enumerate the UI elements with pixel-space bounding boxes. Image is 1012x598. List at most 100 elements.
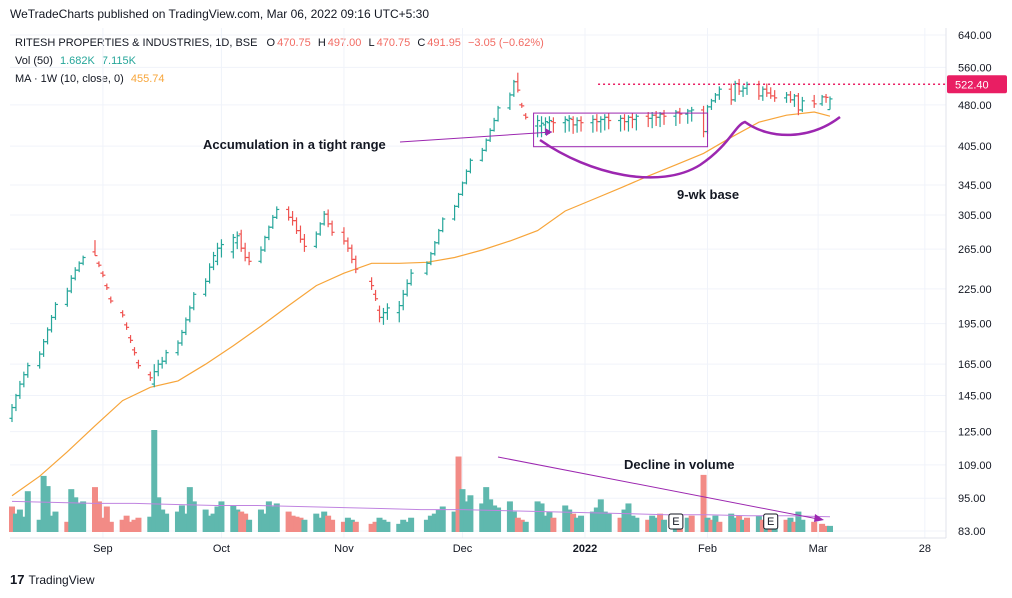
y-tick-label: 345.00 <box>958 180 992 192</box>
volume-bar <box>740 519 747 532</box>
ohlc-bar <box>128 335 134 344</box>
ohlc-bar <box>645 112 651 128</box>
ohlc-bar <box>515 72 521 93</box>
volume-decline-arrowhead <box>814 514 824 522</box>
volume-bar <box>653 517 660 532</box>
ohlc-bar <box>242 242 248 262</box>
ohlc-bar <box>495 105 501 122</box>
volume-bar <box>325 515 332 532</box>
ma-label: MA · 1W (10, close, 0) <box>15 73 124 85</box>
volume-bar <box>285 511 292 532</box>
ohlc-bar <box>159 356 165 369</box>
annotation-volume: Decline in volume <box>624 457 735 472</box>
y-tick-label: 83.00 <box>958 526 986 538</box>
x-tick-label: Nov <box>334 543 354 555</box>
ohlc-bar <box>456 192 462 208</box>
ohlc-bar <box>80 255 86 266</box>
volume-bar <box>759 519 766 532</box>
volume-bar <box>625 503 632 532</box>
last-price-label-bg <box>947 75 1007 94</box>
ohlc-bar <box>436 228 442 245</box>
volume-bar <box>795 511 802 532</box>
volume-bar <box>712 515 719 532</box>
volume-bar <box>400 519 407 532</box>
y-tick-label: 480.00 <box>958 100 992 112</box>
volume-bar <box>578 515 585 532</box>
ohlc-bar <box>772 90 778 102</box>
ohlc-bar <box>440 217 446 233</box>
volume-bar <box>783 519 790 532</box>
volume-bar <box>827 525 833 532</box>
volume-bar <box>44 486 51 532</box>
volume-bar <box>574 517 581 532</box>
volume-value: 1.682K <box>59 55 95 67</box>
earnings-marker <box>763 513 779 530</box>
ohlc-bar <box>649 112 655 129</box>
ohlc-bar <box>535 115 541 138</box>
ohlc-bar <box>511 79 517 97</box>
volume-bar <box>649 515 656 532</box>
volume-bar <box>479 503 486 532</box>
volume-bar <box>293 516 300 532</box>
ohlc-bar <box>163 349 169 365</box>
annotation-accumulation: Accumulation in a tight range <box>203 137 386 152</box>
volume-bar <box>435 509 442 532</box>
ohlc-bar <box>124 322 130 330</box>
volume-bar <box>514 517 521 532</box>
low-label: L <box>368 37 375 49</box>
volume-bar <box>423 519 430 532</box>
ohlc-bar <box>384 303 390 320</box>
volume-bar <box>131 519 138 532</box>
ohlc-bar <box>369 277 375 290</box>
volume-bar <box>799 519 806 532</box>
change-value: −3.05 (−0.62%) <box>468 37 544 49</box>
ohlc-bar <box>353 255 359 274</box>
volume-bar <box>103 506 110 532</box>
ohlc-bar <box>329 220 335 236</box>
volume-decline-arrow <box>497 456 819 520</box>
ohlc-bar <box>701 105 707 138</box>
ohlc-bar <box>214 242 220 266</box>
volume-bar <box>684 517 691 532</box>
open-value: 470.75 <box>277 37 311 49</box>
volume-bar <box>787 517 794 532</box>
volume-bar <box>562 505 569 532</box>
volume-bar <box>340 521 347 532</box>
volume-bar <box>234 509 241 532</box>
volume-bar <box>732 517 739 532</box>
x-tick-label: Mar <box>809 543 828 555</box>
ohlc-bar <box>96 261 102 268</box>
ohlc-bar <box>633 114 639 131</box>
volume-bar <box>736 515 743 532</box>
ohlc-bar <box>191 292 197 311</box>
earnings-marker-label: E <box>767 516 774 528</box>
ohlc-bar <box>120 310 126 318</box>
volume-bar <box>80 501 87 532</box>
volume-bar <box>273 503 280 532</box>
ohlc-bar <box>325 209 331 228</box>
volume-bar <box>242 513 249 532</box>
ohlc-bar <box>716 86 722 100</box>
volume-bar <box>76 503 83 532</box>
volume-bar <box>522 521 529 532</box>
volume-bar <box>439 506 446 532</box>
volume-bar <box>190 501 197 532</box>
volume-bar <box>9 506 15 532</box>
ohlc-bar <box>404 279 410 297</box>
ohlc-bar <box>230 234 236 259</box>
ohlc-bar <box>13 393 19 412</box>
ohlc-bar <box>155 359 161 377</box>
ohlc-bar <box>574 117 580 133</box>
ohlc-bar <box>373 289 379 302</box>
volume-bar <box>261 513 268 532</box>
ohlc-bar <box>234 231 240 250</box>
y-tick-label: 195.00 <box>958 319 992 331</box>
ohlc-bar <box>104 283 110 290</box>
ohlc-bar <box>207 263 213 284</box>
ohlc-bar <box>550 117 556 133</box>
ohlc-bar <box>823 93 829 103</box>
volume-bar <box>182 513 189 532</box>
volume-bar <box>52 511 59 532</box>
volume-label: Vol (50) <box>15 55 53 67</box>
